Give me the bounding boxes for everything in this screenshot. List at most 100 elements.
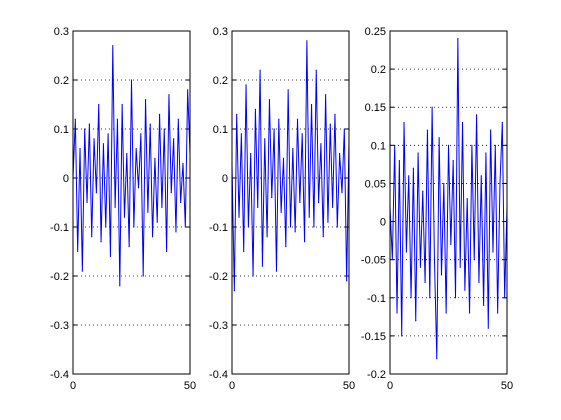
data-point xyxy=(140,133,142,135)
data-point xyxy=(233,290,235,292)
y-tick-label: -0.3 xyxy=(50,320,69,332)
data-point xyxy=(170,192,172,194)
data-point xyxy=(123,216,126,218)
data-point xyxy=(236,113,238,115)
data-point xyxy=(74,118,76,120)
data-point xyxy=(273,128,275,130)
data-point xyxy=(294,231,296,233)
data-point xyxy=(334,113,336,115)
data-point xyxy=(280,211,282,213)
data-point xyxy=(478,281,480,284)
data-point xyxy=(133,226,135,228)
data-point xyxy=(325,94,327,96)
data-point xyxy=(438,137,440,139)
data-point xyxy=(107,133,109,135)
data-point xyxy=(180,201,182,204)
data-point xyxy=(405,251,407,253)
data-point xyxy=(238,216,240,218)
y-tick-label: 0.2 xyxy=(371,64,386,76)
data-point xyxy=(313,226,315,228)
data-point xyxy=(336,226,338,228)
data-point xyxy=(257,206,259,208)
data-point xyxy=(116,118,119,120)
y-tick-label: 0.1 xyxy=(371,140,386,152)
data-point xyxy=(128,246,130,248)
data-point xyxy=(296,118,299,120)
data-point xyxy=(282,157,285,159)
data-point xyxy=(396,312,398,314)
data-point xyxy=(93,138,95,140)
data-point xyxy=(135,148,137,150)
data-point xyxy=(299,201,301,204)
subplot-3: -0.2 -0.15 -0.1 -0.05 0 0.05 0.1 0.15 0.2 0.25 0 50 xyxy=(361,26,513,392)
data-point xyxy=(436,358,438,360)
data-point xyxy=(254,108,256,110)
data-point xyxy=(415,320,417,322)
y-tick-label: -0.2 xyxy=(209,271,228,283)
data-point xyxy=(394,144,396,146)
data-point xyxy=(447,144,450,146)
y-tick-label: 0.15 xyxy=(365,102,386,114)
axes-frame xyxy=(231,30,350,375)
data-point xyxy=(403,121,405,124)
data-point xyxy=(329,123,331,125)
data-point xyxy=(278,118,280,120)
data-point xyxy=(487,327,489,329)
data-point xyxy=(310,103,313,106)
data-point xyxy=(303,241,306,243)
data-point xyxy=(275,270,278,272)
data-point xyxy=(149,123,151,125)
data-point xyxy=(494,144,496,146)
y-tick-label: -0.1 xyxy=(367,293,386,305)
data-point xyxy=(175,231,177,233)
data-point xyxy=(501,121,503,124)
x-tick-label: 0 xyxy=(229,380,235,392)
data-point xyxy=(433,259,436,261)
data-point xyxy=(151,236,154,238)
data-point xyxy=(320,143,322,145)
data-point xyxy=(163,128,165,130)
data-point xyxy=(480,175,482,177)
y-tick-label: -0.1 xyxy=(209,222,228,234)
y-tick-label: -0.15 xyxy=(361,331,386,343)
data-point xyxy=(464,289,466,291)
data-point xyxy=(156,221,158,223)
data-point xyxy=(154,157,156,159)
y-tick-label: 0.1 xyxy=(213,124,228,136)
x-tick-label: 50 xyxy=(501,380,513,392)
data-point xyxy=(271,197,273,199)
data-point xyxy=(492,251,494,253)
data-point xyxy=(461,121,464,124)
data-point xyxy=(443,182,445,185)
x-tick-label: 0 xyxy=(70,380,76,392)
data-point xyxy=(252,275,254,277)
y-tick-label: -0.4 xyxy=(209,369,228,381)
data-point xyxy=(184,226,186,228)
y-tick-label: 0.2 xyxy=(54,75,69,87)
y-tick-label: -0.4 xyxy=(50,369,69,381)
data-point xyxy=(457,38,459,40)
subplot-2: -0.4 -0.3 -0.2 -0.1 0 0.1 0.2 0.3 0 50 xyxy=(209,26,355,392)
y-tick-label: 0.3 xyxy=(54,26,69,38)
data-point xyxy=(322,236,324,238)
data-point xyxy=(119,285,121,287)
data-point xyxy=(137,187,140,189)
data-point xyxy=(247,226,249,228)
data-point xyxy=(259,69,261,71)
data-point xyxy=(504,297,506,299)
data-point xyxy=(166,250,168,253)
data-point xyxy=(419,266,422,268)
data-point xyxy=(240,133,242,135)
data-point xyxy=(147,211,149,213)
data-point xyxy=(84,128,86,130)
data-point xyxy=(459,266,461,268)
data-point xyxy=(142,275,144,277)
data-point xyxy=(499,182,501,185)
y-tick-label: 0.3 xyxy=(213,26,228,38)
data-point xyxy=(88,123,90,125)
data-point xyxy=(243,250,245,253)
data-point xyxy=(264,138,266,140)
data-point xyxy=(289,226,292,228)
data-point xyxy=(161,206,163,208)
data-point xyxy=(468,312,471,314)
